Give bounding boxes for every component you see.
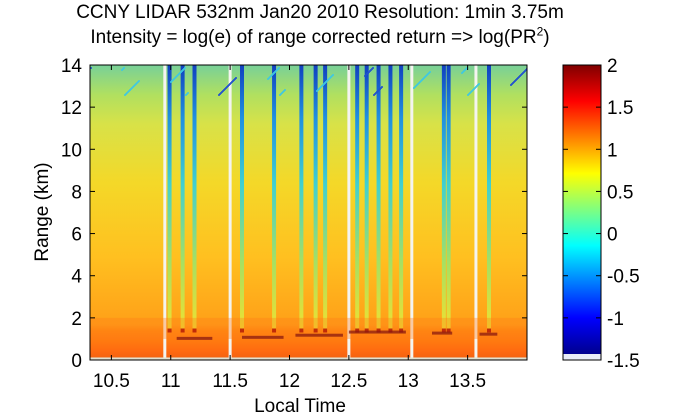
noise-speck (267, 78, 269, 80)
cloud-column (180, 65, 185, 331)
noise-speck (124, 94, 126, 96)
colorbar-bottom-band (563, 354, 601, 360)
y-tick-label: 0 (71, 351, 82, 372)
noise-speck (316, 90, 318, 92)
cloud-base-streak (348, 330, 406, 334)
data-gap (474, 65, 478, 360)
cloud-base-mark (167, 328, 172, 333)
cloud-column (364, 65, 369, 331)
colorbar-tick-label: -1.5 (607, 351, 640, 372)
noise-speck (170, 81, 172, 83)
cloud-column (441, 65, 446, 331)
cloud-base-mark (399, 328, 404, 333)
plot-frame (89, 64, 528, 361)
cloud-base-mark (299, 328, 304, 333)
cloud-base-mark (192, 328, 197, 333)
data-gap (347, 65, 351, 360)
cloud-base-mark (240, 328, 244, 333)
noise-speck (218, 94, 220, 96)
cloud-base-mark (487, 328, 491, 333)
cloud-base-streak (295, 333, 343, 337)
cloud-base-mark (323, 328, 328, 333)
colorbar-frame (562, 64, 602, 361)
y-tick-label: 12 (61, 98, 82, 119)
ground-line (90, 357, 527, 360)
noise-speck (373, 94, 375, 96)
y-tick-label: 14 (61, 56, 83, 77)
cloud-column (355, 65, 360, 331)
cloud-column (299, 65, 304, 331)
cloud-base-streak (432, 331, 453, 335)
colorbar-gradient (563, 65, 601, 354)
colorbar-tick-label: 2 (607, 56, 618, 77)
x-tick-label: 12.5 (330, 371, 367, 392)
subtitle-superscript: 2 (536, 24, 544, 39)
data-gap (163, 65, 167, 360)
cloud-column (192, 65, 197, 331)
noise-speck (467, 94, 469, 96)
noise-speck (364, 75, 366, 77)
noise-speck (413, 87, 415, 89)
colorbar-tick-label: -0.5 (607, 267, 640, 288)
y-tick-label: 4 (71, 267, 82, 288)
noise-speck (461, 72, 463, 74)
x-tick-label: 11 (161, 371, 181, 392)
y-tick-label: 10 (61, 140, 82, 161)
cloud-base-streak (176, 336, 213, 340)
cloud-base-mark (441, 328, 446, 333)
cloud-column (272, 65, 277, 331)
colorbar-tick-label: 1.5 (607, 98, 633, 119)
x-tick-label: 13.5 (449, 371, 486, 392)
chart-title: CCNY LIDAR 532nm Jan20 2010 Resolution: … (76, 2, 564, 23)
colorbar-tick-label: 1 (607, 140, 618, 161)
noise-speck (90, 67, 92, 69)
y-tick-label: 2 (71, 309, 82, 330)
chart-subtitle: Intensity = log(e) of range corrected re… (0, 24, 640, 49)
data-gap (228, 65, 232, 360)
cloud-column (240, 65, 244, 331)
cloud-column (323, 65, 328, 331)
cloud-column (399, 65, 404, 331)
boundary-layer-band (90, 317, 527, 339)
colorbar-tick-label: -1 (607, 309, 624, 330)
y-tick-label: 6 (71, 225, 82, 246)
noise-speck (121, 69, 123, 71)
cloud-column (313, 65, 318, 331)
noise-speck (510, 84, 512, 86)
cloud-column (388, 65, 393, 331)
data-gap (410, 65, 414, 360)
x-axis-label: Local Time (254, 396, 346, 417)
noise-speck (185, 94, 187, 96)
subtitle-suffix: ) (543, 27, 550, 48)
cloud-column (167, 65, 172, 331)
x-tick-label: 13 (398, 371, 419, 392)
colorbar-tick-label: 0.5 (607, 182, 633, 203)
cloud-base-mark (272, 328, 277, 333)
cloud-base-mark (376, 328, 381, 333)
cloud-column (446, 65, 451, 331)
cloud-column (487, 65, 491, 331)
x-tick-label: 10.5 (93, 371, 130, 392)
x-tick-label: 12 (279, 371, 300, 392)
cloud-base-mark (446, 328, 451, 333)
cloud-base-mark (313, 328, 318, 333)
heatmap-image (90, 65, 527, 360)
noise-speck (279, 94, 281, 96)
cloud-base-streak (479, 332, 498, 336)
cloud-column (376, 65, 381, 331)
colorbar-tick-label: 0 (607, 225, 618, 246)
subtitle-text: Intensity = log(e) of range corrected re… (90, 27, 537, 48)
cloud-base-mark (388, 328, 393, 333)
cloud-base-mark (180, 328, 185, 333)
y-tick-label: 8 (71, 182, 82, 203)
cloud-base-mark (364, 328, 369, 333)
cloud-base-mark (355, 328, 360, 333)
x-tick-label: 11.5 (212, 371, 248, 392)
cloud-base-streak (242, 335, 284, 339)
y-axis-label: Range (km) (32, 162, 53, 261)
